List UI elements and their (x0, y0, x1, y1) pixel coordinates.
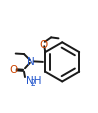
Text: O: O (40, 39, 48, 49)
Text: NH: NH (26, 76, 41, 86)
Text: N: N (27, 57, 35, 67)
Text: O: O (10, 64, 18, 74)
Text: 2: 2 (31, 78, 35, 87)
